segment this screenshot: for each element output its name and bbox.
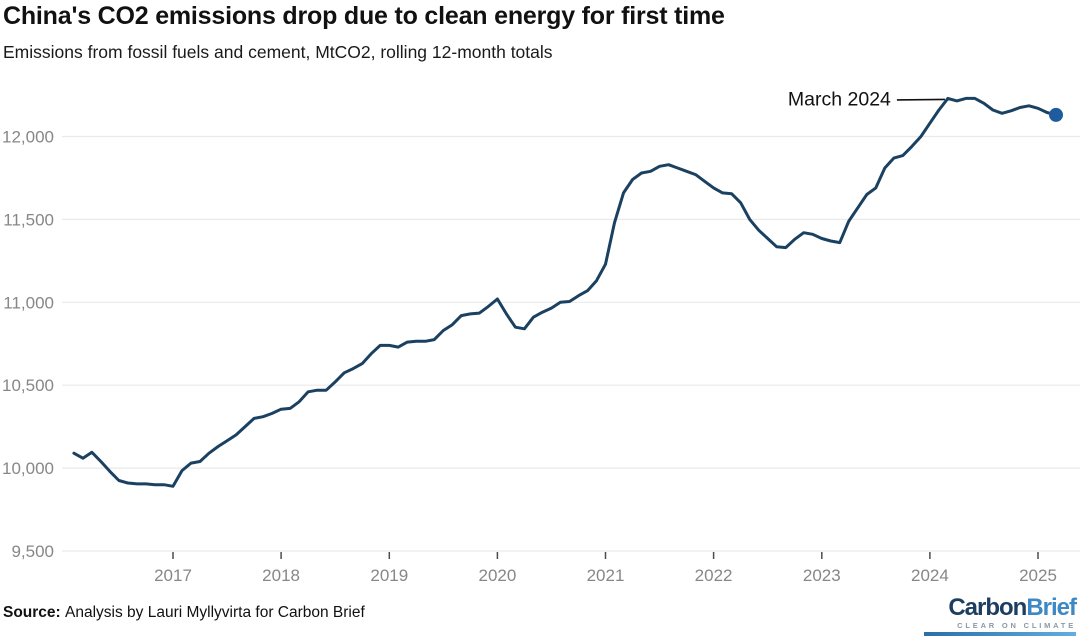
annotation-label: March 2024 <box>788 88 891 110</box>
y-axis-tick-label: 11,500 <box>3 210 54 229</box>
source-line: Source: Analysis by Lauri Myllyvirta for… <box>3 604 365 622</box>
x-axis-tick-label: 2025 <box>1019 566 1057 585</box>
emissions-chart: 9,500 10,000 10,500 11,000 11,500 12,000 2017 2… <box>2 88 1080 585</box>
source-text: Analysis by Lauri Myllyvirta for Carbon … <box>65 604 365 621</box>
x-axis-tick-label: 2024 <box>911 566 949 585</box>
y-axis-tick-label: 9,500 <box>11 542 54 561</box>
annotation-connector <box>896 98 945 101</box>
source-label: Source: <box>3 604 61 621</box>
y-axis-tick-label: 11,000 <box>3 293 54 312</box>
carbonbrief-logo-wordmark: CarbonBrief <box>924 594 1077 621</box>
emissions-line <box>72 96 1058 488</box>
x-axis-tick-label: 2022 <box>695 566 733 585</box>
page-title: China's CO2 emissions drop due to clean … <box>3 2 725 30</box>
carbonbrief-logo: CarbonBrief CLEAR ON CLIMATE <box>924 594 1077 636</box>
x-axis-tick-label: 2021 <box>587 566 625 585</box>
x-axis-tick-label: 2020 <box>478 566 516 585</box>
x-axis-tick-label: 2018 <box>262 566 300 585</box>
latest-point-marker <box>1049 107 1063 122</box>
y-axis-tick-label: 10,000 <box>2 459 54 478</box>
logo-tagline: CLEAR ON CLIMATE <box>957 621 1076 630</box>
y-axis-tick-label: 12,000 <box>2 128 54 147</box>
x-axis-tick-label: 2023 <box>803 566 841 585</box>
logo-bar <box>924 632 1076 636</box>
page-subtitle: Emissions from fossil fuels and cement, … <box>3 42 553 62</box>
logo-word-carbon: Carbon <box>948 594 1027 621</box>
x-axis-tick-label: 2017 <box>154 566 192 585</box>
logo-word-brief: Brief <box>1026 594 1077 621</box>
x-axis-tick-label: 2019 <box>370 566 408 585</box>
y-axis-tick-label: 10,500 <box>2 376 54 395</box>
